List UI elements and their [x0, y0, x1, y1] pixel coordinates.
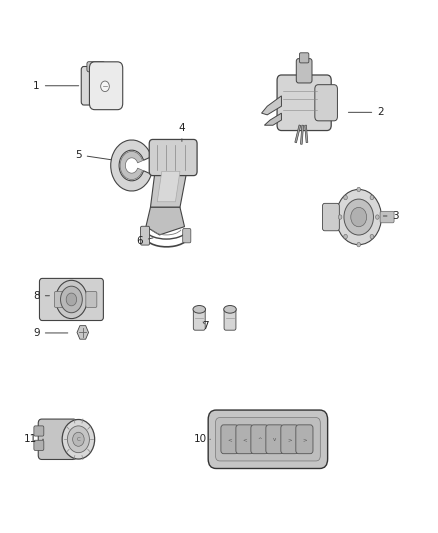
FancyBboxPatch shape — [193, 309, 205, 330]
FancyBboxPatch shape — [315, 85, 337, 121]
FancyBboxPatch shape — [81, 67, 110, 105]
FancyBboxPatch shape — [224, 309, 236, 330]
FancyBboxPatch shape — [89, 62, 123, 110]
FancyBboxPatch shape — [277, 75, 331, 131]
Circle shape — [101, 81, 110, 92]
Polygon shape — [265, 113, 282, 125]
FancyBboxPatch shape — [183, 229, 191, 243]
Text: 4: 4 — [179, 123, 185, 141]
Text: >: > — [302, 437, 307, 442]
Polygon shape — [150, 171, 187, 207]
FancyBboxPatch shape — [34, 440, 44, 450]
FancyBboxPatch shape — [251, 425, 268, 454]
Circle shape — [73, 432, 84, 446]
FancyBboxPatch shape — [281, 425, 298, 454]
Circle shape — [62, 419, 95, 459]
Circle shape — [338, 215, 342, 219]
Text: C: C — [77, 437, 80, 442]
Polygon shape — [261, 96, 282, 115]
Text: 7: 7 — [203, 321, 209, 331]
Text: 1: 1 — [33, 81, 79, 91]
FancyBboxPatch shape — [380, 211, 394, 223]
FancyBboxPatch shape — [300, 53, 309, 63]
FancyBboxPatch shape — [39, 278, 103, 320]
Ellipse shape — [224, 305, 236, 313]
FancyBboxPatch shape — [149, 140, 197, 175]
Text: <: < — [227, 437, 232, 442]
FancyBboxPatch shape — [266, 425, 283, 454]
FancyBboxPatch shape — [221, 425, 238, 454]
Text: 2: 2 — [348, 107, 384, 117]
Circle shape — [67, 426, 89, 453]
FancyArrow shape — [305, 125, 308, 143]
Wedge shape — [111, 140, 152, 191]
Text: v: v — [273, 437, 276, 442]
FancyBboxPatch shape — [236, 425, 253, 454]
FancyBboxPatch shape — [296, 59, 312, 83]
FancyBboxPatch shape — [34, 426, 44, 436]
FancyBboxPatch shape — [322, 204, 339, 231]
FancyBboxPatch shape — [296, 425, 313, 454]
Wedge shape — [120, 151, 142, 180]
Text: >: > — [287, 437, 292, 442]
Text: 8: 8 — [33, 290, 49, 301]
FancyBboxPatch shape — [208, 410, 328, 469]
Circle shape — [56, 280, 87, 319]
FancyBboxPatch shape — [38, 419, 77, 459]
Ellipse shape — [193, 305, 205, 313]
Text: 5: 5 — [75, 150, 111, 160]
FancyBboxPatch shape — [87, 62, 105, 72]
Text: 10: 10 — [194, 434, 210, 445]
Circle shape — [370, 195, 374, 200]
Text: 6: 6 — [136, 236, 153, 246]
Polygon shape — [77, 326, 88, 339]
Circle shape — [351, 207, 367, 227]
Circle shape — [357, 243, 360, 247]
Circle shape — [357, 187, 360, 192]
FancyBboxPatch shape — [141, 226, 150, 245]
Text: <: < — [242, 437, 247, 442]
FancyArrow shape — [300, 125, 304, 144]
Text: 3: 3 — [383, 211, 399, 221]
Circle shape — [344, 195, 347, 200]
Circle shape — [66, 293, 77, 306]
Text: 11: 11 — [24, 434, 43, 445]
Circle shape — [336, 189, 381, 245]
Circle shape — [60, 286, 82, 313]
FancyArrow shape — [295, 125, 301, 143]
FancyBboxPatch shape — [54, 292, 65, 308]
Text: 9: 9 — [33, 328, 68, 338]
Circle shape — [375, 215, 379, 219]
Polygon shape — [146, 207, 184, 235]
Polygon shape — [157, 171, 180, 202]
Circle shape — [370, 235, 374, 239]
Text: ^: ^ — [257, 437, 262, 442]
Circle shape — [344, 199, 374, 235]
FancyBboxPatch shape — [86, 292, 97, 308]
FancyBboxPatch shape — [215, 417, 320, 461]
Circle shape — [344, 235, 347, 239]
